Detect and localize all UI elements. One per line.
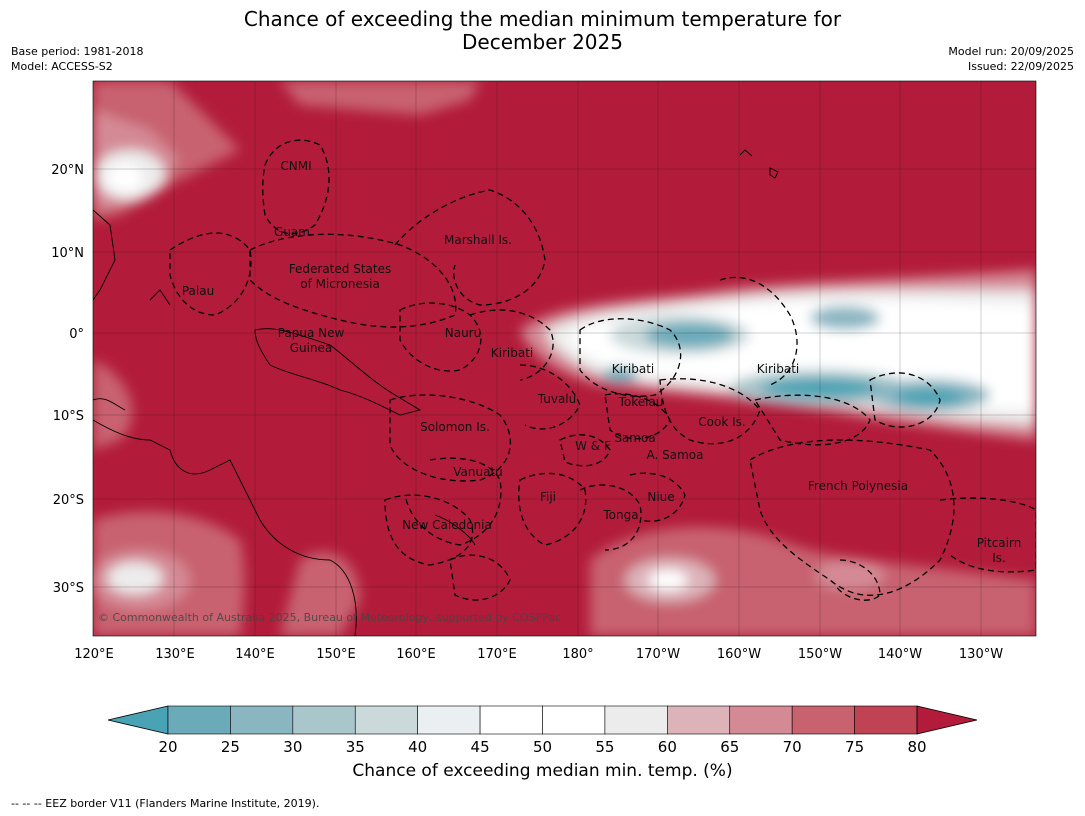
- colorbar-segment: [729, 705, 793, 735]
- colorbar-tick-label: 70: [783, 738, 802, 756]
- lon-tick: 140°W: [878, 647, 922, 662]
- label-fsm-line2: of Micronesia: [300, 277, 380, 291]
- colorbar-tick-label: 20: [158, 738, 177, 756]
- coastlines: [93, 149, 779, 636]
- colorbar-tick-label: 30: [283, 738, 302, 756]
- label-palau: Palau: [182, 284, 214, 298]
- map-frame: [92, 80, 1037, 637]
- lon-tick: 150°E: [316, 647, 356, 662]
- label-french-polynesia: French Polynesia: [808, 479, 908, 493]
- label-fsm-line1: Federated States: [289, 262, 391, 276]
- label-fiji: Fiji: [540, 490, 556, 504]
- colorbar-tick-label: 55: [595, 738, 614, 756]
- label-kiribati-central: Kiribati: [612, 362, 654, 376]
- label-cook-is: Cook Is.: [698, 415, 745, 429]
- colorbar-tick-label: 25: [221, 738, 240, 756]
- label-samoa: Samoa: [614, 431, 655, 445]
- lon-tick: 170°E: [477, 647, 517, 662]
- base-period: Base period: 1981-2018: [11, 45, 144, 58]
- lat-tick: 30°S: [53, 581, 84, 596]
- colorbar-segment: [667, 705, 731, 735]
- lon-tick: 140°E: [235, 647, 275, 662]
- colorbar-extend-low: [107, 705, 169, 735]
- colorbar-tick-label: 40: [408, 738, 427, 756]
- label-cnmi: CNMI: [280, 159, 311, 173]
- probability-map: CNMI Guam Marshall Is. Federated States …: [51, 80, 1037, 756]
- colorbar-tick-label: 50: [533, 738, 552, 756]
- map-title: Chance of exceeding the median minimum t…: [0, 8, 1085, 54]
- label-vanuatu: Vanuatu: [453, 465, 503, 479]
- lon-tick: 180°: [562, 647, 593, 662]
- label-pitcairn-line1: Pitcairn: [977, 536, 1022, 550]
- eez-borders: [169, 139, 1036, 601]
- label-png-line1: Papua New: [278, 326, 345, 340]
- colorbar-tick-label: 35: [346, 738, 365, 756]
- lat-tick: 0°: [69, 327, 84, 342]
- label-guam: Guam: [274, 225, 310, 239]
- label-american-samoa: A. Samoa: [647, 448, 704, 462]
- label-nauru: Nauru: [445, 326, 481, 340]
- colorbar-tick-label: 80: [907, 738, 926, 756]
- label-new-caledonia: New Caledonia: [402, 518, 492, 532]
- eez-footnote: -- -- -- EEZ border V11 (Flanders Marine…: [11, 797, 320, 810]
- colorbar-tick-label: 65: [720, 738, 739, 756]
- label-kiribati-east: Kiribati: [757, 362, 799, 376]
- colorbar-segment: [542, 705, 606, 735]
- lat-tick: 10°S: [53, 409, 84, 424]
- lon-tick: 130°E: [155, 647, 195, 662]
- colorbar-label: Chance of exceeding median min. temp. (%…: [352, 761, 733, 781]
- colorbar-extend-high: [916, 705, 978, 735]
- map-field: CNMI Guam Marshall Is. Federated States …: [93, 81, 1036, 636]
- lon-tick: 120°E: [74, 647, 114, 662]
- region-labels: CNMI Guam Marshall Is. Federated States …: [182, 159, 1021, 565]
- colorbar-segment: [230, 705, 294, 735]
- lat-tick: 20°N: [51, 163, 84, 178]
- issued-date: Issued: 22/09/2025: [967, 60, 1074, 73]
- south-anomaly-region: [280, 526, 1036, 636]
- colorbar-tick-label: 45: [471, 738, 490, 756]
- nw-anomaly-region: [93, 81, 480, 220]
- colorbar-segment: [854, 705, 918, 735]
- label-kiribati-west: Kiribati: [491, 346, 533, 360]
- lat-tick: 10°N: [51, 246, 84, 261]
- label-wallis-futuna: W & F: [575, 439, 611, 453]
- colorbar-segment: [354, 705, 418, 735]
- title-line-2: December 2025: [462, 30, 623, 54]
- colorbar-tick-label: 60: [658, 738, 677, 756]
- label-tonga: Tonga: [602, 508, 638, 522]
- lon-tick: 170°W: [636, 647, 680, 662]
- colorbar-segment: [417, 705, 481, 735]
- label-marshall-is: Marshall Is.: [444, 233, 512, 247]
- lon-tick: 130°W: [959, 647, 1003, 662]
- sw-anomaly-region: [93, 360, 245, 636]
- label-pitcairn-line2: Is.: [992, 551, 1006, 565]
- model-run: Model run: 20/09/2025: [948, 45, 1074, 58]
- lat-tick: 20°S: [53, 493, 84, 508]
- longitude-ticks: 120°E 130°E 140°E 150°E 160°E 170°E 180°…: [74, 647, 1003, 662]
- label-png-line2: Guinea: [290, 341, 333, 355]
- lon-tick: 150°W: [798, 647, 842, 662]
- copyright-notice: © Commonwealth of Australia 2025, Bureau…: [98, 611, 561, 624]
- colorbar-segment: [791, 705, 855, 735]
- colorbar-segment: [604, 705, 668, 735]
- colorbar-segment: [292, 705, 356, 735]
- label-tokelau: Tokelau: [618, 395, 664, 409]
- colorbar-segment: [479, 705, 543, 735]
- title-line-1: Chance of exceeding the median minimum t…: [243, 7, 842, 31]
- lon-tick: 160°E: [396, 647, 436, 662]
- colorbar: 20 25 30 35 40 45 50 55 60 65 70 75 80: [107, 705, 978, 756]
- meta-right: Model run: 20/09/2025 Issued: 22/09/2025: [948, 44, 1074, 74]
- meta-left: Base period: 1981-2018 Model: ACCESS-S2: [11, 44, 143, 74]
- model-name: Model: ACCESS-S2: [11, 60, 113, 73]
- label-niue: Niue: [647, 490, 674, 504]
- colorbar-segment: [167, 705, 231, 735]
- latitude-ticks: 20°N 10°N 0° 10°S 20°S 30°S: [51, 163, 84, 596]
- label-tuvalu: Tuvalu: [537, 392, 577, 406]
- lon-tick: 160°W: [717, 647, 761, 662]
- label-solomon-is: Solomon Is.: [420, 420, 490, 434]
- colorbar-tick-label: 75: [845, 738, 864, 756]
